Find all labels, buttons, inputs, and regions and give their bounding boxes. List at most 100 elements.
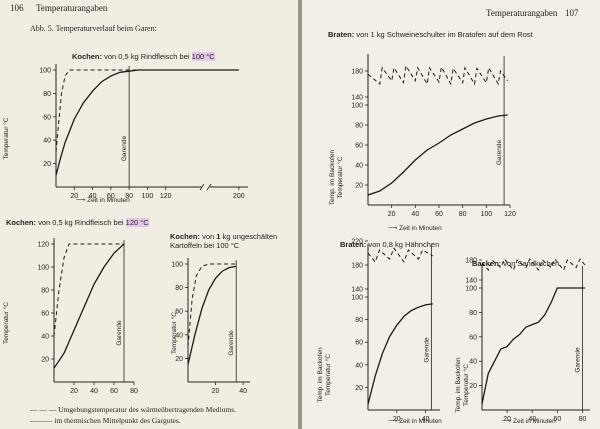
x-tick-label: 20 <box>70 388 78 395</box>
y-tick-label: 40 <box>355 362 363 369</box>
y-axis-label: Temperatur °C <box>2 117 10 159</box>
x-tick-label: 20 <box>70 193 78 200</box>
legend-dashed-text: Umgebungstemperatur des wärmeübertragend… <box>58 405 236 414</box>
series-solid-line <box>55 69 239 176</box>
x-tick-label: 60 <box>110 388 118 395</box>
y-tick-label: 60 <box>355 143 363 150</box>
right-page-number: 107 <box>565 8 579 18</box>
x-axis-label: ⟶ Zeit in Minuten <box>388 225 442 232</box>
chart-title-sandkuchen: Backen: von Sandkuchen <box>472 259 559 268</box>
x-tick-label: 40 <box>528 416 536 423</box>
legend-dashed-symbol: — — — <box>30 405 59 414</box>
y-tick-label: 40 <box>43 138 51 145</box>
x-tick-label: 80 <box>579 416 587 423</box>
y-tick-label: 20 <box>43 161 51 168</box>
y-tick-label: 120 <box>37 242 49 249</box>
title-bold: Braten: <box>328 30 355 39</box>
title-rest: von 0,5 kg Rindfleisch bei <box>38 218 124 227</box>
y-tick-label: 20 <box>41 357 49 364</box>
y-axis-label: Temperatur °C <box>462 364 470 406</box>
x-axis-label: ⟶ Zeit in Minuten <box>388 418 442 425</box>
y-tick-label: 180 <box>351 263 363 270</box>
y-tick-label: 80 <box>469 310 477 317</box>
y-tick-label: 180 <box>465 258 477 265</box>
series-dashed-line <box>367 247 434 264</box>
title-bold: Backen: <box>472 259 502 268</box>
x-tick-label: 80 <box>125 193 133 200</box>
x-tick-label: 120 <box>160 193 172 200</box>
title-bold: Kochen: <box>6 218 36 227</box>
y-tick-label: 40 <box>355 163 363 170</box>
right-running-title: Temperaturangaben <box>486 8 558 18</box>
x-tick-label: 200 <box>233 193 245 200</box>
y-tick-label: 100 <box>465 286 477 293</box>
x-axis-label: ⟶ Zeit in Minuten <box>502 418 556 425</box>
y-tick-label: 80 <box>43 91 51 98</box>
series-dashed-line <box>481 258 586 271</box>
x-tick-label: 40 <box>239 388 247 395</box>
x-tick-label: 20 <box>393 416 401 423</box>
x-tick-label: 60 <box>435 211 443 218</box>
series-solid-line <box>187 265 237 365</box>
right-page <box>302 0 600 429</box>
y-tick-label: 20 <box>469 383 477 390</box>
y-tick-label: 100 <box>351 295 363 302</box>
title-highlight: 100 °C <box>191 52 215 61</box>
series-solid-line <box>481 287 585 405</box>
left-page-number: 106 <box>10 3 24 13</box>
y-tick-label: 80 <box>41 288 49 295</box>
series-dashed-line <box>367 64 509 86</box>
axis-break-mark <box>206 183 212 191</box>
series-solid-line <box>367 303 433 405</box>
y-axis-label: Temp. im Backofen <box>455 357 462 413</box>
series-dashed-line <box>55 69 239 152</box>
y-tick-label: 40 <box>175 332 183 339</box>
title-bold-2: 1 <box>216 232 221 241</box>
y-tick-label: 80 <box>355 317 363 324</box>
chart-title-kochen-100: Kochen: von 0,5 kg Rindfleisch bei 100 °… <box>72 52 215 61</box>
x-tick-label: 60 <box>107 193 115 200</box>
x-tick-label: 100 <box>480 211 492 218</box>
garende-label: Garende <box>574 347 581 373</box>
y-tick-label: 140 <box>465 278 477 285</box>
y-tick-label: 20 <box>355 385 363 392</box>
y-tick-label: 100 <box>37 265 49 272</box>
y-tick-label: 60 <box>41 311 49 318</box>
y-axis-label: Temp. im Backofen <box>329 149 336 205</box>
garende-label: Garende <box>496 139 503 165</box>
series-solid-line <box>367 114 508 196</box>
legend-solid-symbol: ——— <box>30 416 55 425</box>
garende-label: Garende <box>121 135 128 161</box>
series-dashed-line <box>53 243 124 337</box>
title-rest: von Sandkuchen <box>503 259 560 268</box>
axis-break-mask <box>202 184 210 190</box>
y-tick-label: 60 <box>175 309 183 316</box>
book-gutter <box>298 0 302 429</box>
series-dashed-line <box>187 263 237 347</box>
y-axis-label: Temp. im Backofen <box>317 347 324 403</box>
x-tick-label: 20 <box>503 416 511 423</box>
legend-dashed: — — — Umgebungstemperatur des wärmeübert… <box>30 405 236 414</box>
title-bold: Kochen: <box>72 52 102 61</box>
x-tick-label: 120 <box>504 211 516 218</box>
axis-break-mark <box>199 183 205 191</box>
garende-label: Garende <box>423 337 430 363</box>
x-tick-label: 80 <box>130 388 138 395</box>
y-tick-label: 40 <box>41 334 49 341</box>
garende-label: Garende <box>116 320 123 346</box>
y-tick-label: 140 <box>351 287 363 294</box>
chart-title-kartoffeln: Kochen: von 1 kg ungeschälten Kartoffeln… <box>170 232 277 250</box>
y-tick-label: 80 <box>355 123 363 130</box>
figure-caption: Abb. 5. Temperaturverlauf beim Garen: <box>30 24 157 33</box>
x-axis-label: ⟶ Zeit in Minuten <box>76 197 130 204</box>
y-axis-label: Temperatur °C <box>170 312 178 354</box>
y-axis-label: Temperatur °C <box>324 354 332 396</box>
y-axis-label: Temperatur °C <box>2 302 10 344</box>
y-tick-label: 220 <box>351 239 363 246</box>
y-tick-label: 80 <box>175 285 183 292</box>
y-tick-label: 140 <box>351 95 363 102</box>
y-axis-label: Temperatur °C <box>336 156 344 198</box>
x-tick-label: 40 <box>90 388 98 395</box>
garende-label: Garende <box>228 330 235 356</box>
y-tick-label: 60 <box>43 114 51 121</box>
